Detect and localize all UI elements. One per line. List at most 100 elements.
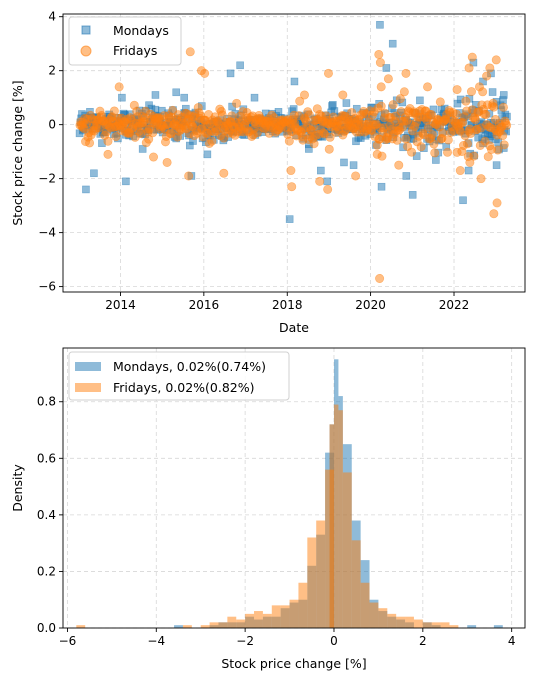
histogram-bar-fridays: [440, 622, 450, 628]
histogram-bar-fridays: [396, 616, 406, 628]
legend-patch-fridays: [75, 383, 101, 392]
scatter-point-fridays: [351, 171, 361, 181]
scatter-point-fridays: [114, 82, 124, 92]
histogram-ylabel: Density: [10, 464, 25, 512]
scatter-point-fridays: [148, 128, 158, 138]
scatter-xtick-label: 2018: [272, 298, 303, 312]
scatter-point-mondays: [122, 177, 130, 186]
scatter-point-fridays: [103, 136, 113, 146]
scatter-point-mondays: [285, 215, 294, 223]
histogram-xlabel: Stock price change [%]: [221, 656, 366, 671]
scatter-point-fridays: [394, 160, 404, 170]
scatter-points: [75, 20, 512, 284]
scatter-point-fridays: [392, 135, 402, 145]
scatter-point-mondays: [376, 20, 384, 29]
histogram-ytick-label: 0.6: [37, 451, 56, 465]
scatter-ticks: 2014 2016 2018 2020 2022 −6 −4 −2 0 2 4: [38, 10, 469, 312]
scatter-point-fridays: [309, 139, 319, 149]
scatter-point-mondays: [172, 88, 181, 97]
scatter-frame: [62, 13, 526, 293]
histogram-bar-fridays: [387, 613, 397, 628]
histogram-bar-fridays: [254, 611, 263, 628]
histogram-xtick-label: 4: [508, 634, 516, 648]
scatter-point-fridays: [395, 94, 405, 104]
scatter-point-mondays: [408, 191, 417, 199]
histogram-bar-fridays: [280, 605, 290, 628]
scatter-point-fridays: [435, 97, 445, 107]
scatter-point-fridays: [376, 82, 386, 92]
legend-label-mondays-hist: Mondays, 0.02%(0.74%): [113, 359, 266, 374]
histogram-bar-mondays: [174, 625, 183, 628]
histogram-bar-fridays: [329, 424, 334, 628]
scatter-point-fridays: [461, 96, 471, 106]
scatter-point-fridays: [162, 157, 172, 167]
scatter-xtick-label: 2016: [189, 298, 220, 312]
scatter-point-mondays: [290, 77, 299, 86]
scatter-point-fridays: [388, 100, 398, 110]
histogram-bar-fridays: [449, 625, 459, 628]
scatter-point-fridays: [462, 139, 472, 149]
histogram-bar-fridays: [431, 622, 441, 628]
scatter-point-fridays: [455, 166, 465, 176]
scatter-xlabel: Date: [279, 320, 309, 335]
scatter-point-fridays: [217, 110, 227, 120]
scatter-point-mondays: [90, 169, 98, 178]
scatter-point-fridays: [109, 106, 119, 116]
scatter-point-fridays: [443, 135, 453, 145]
legend-label-fridays: Fridays: [113, 43, 157, 58]
scatter-point-fridays: [466, 87, 476, 97]
histogram-bars: [76, 359, 503, 628]
scatter-point-mondays: [459, 196, 467, 205]
histogram-bar-fridays: [413, 619, 423, 628]
scatter-point-mondays: [416, 96, 424, 105]
scatter-ylabel: Stock price change [%]: [10, 80, 25, 225]
scatter-point-fridays: [374, 49, 384, 59]
scatter-point-fridays: [430, 148, 440, 158]
scatter-point-fridays: [304, 110, 314, 120]
histogram-bar-fridays: [200, 625, 210, 628]
histogram-bar-fridays: [422, 622, 432, 628]
scatter-point-mondays: [388, 39, 397, 48]
histogram-bar-fridays: [227, 616, 237, 628]
scatter-point-mondays: [340, 158, 348, 167]
scatter-point-fridays: [498, 131, 508, 141]
scatter-point-fridays: [375, 274, 385, 284]
scatter-point-mondays: [402, 172, 411, 180]
histogram-bar-fridays: [298, 582, 308, 628]
scatter-point-fridays: [478, 87, 488, 97]
scatter-point-fridays: [315, 176, 325, 186]
scatter-point-fridays: [401, 68, 411, 78]
scatter-point-mondays: [432, 156, 440, 164]
histogram-bar-fridays: [333, 404, 339, 628]
scatter-point-mondays: [226, 69, 235, 78]
scatter-point-fridays: [493, 145, 503, 155]
scatter-point-mondays: [180, 93, 189, 102]
histogram-bar-mondays: [493, 625, 503, 628]
scatter-point-fridays: [295, 96, 305, 106]
scatter-point-fridays: [325, 132, 335, 142]
scatter-point-mondays: [499, 91, 508, 99]
scatter-point-fridays: [407, 147, 417, 157]
scatter-point-fridays: [399, 87, 409, 97]
scatter-point-fridays: [443, 147, 453, 157]
scatter-ytick-label: 4: [48, 10, 56, 24]
histogram-bar-fridays: [209, 622, 219, 628]
histogram-xtick-label: 0: [330, 634, 338, 648]
scatter-xtick-label: 2022: [439, 298, 470, 312]
legend-marker-mondays: [81, 25, 91, 35]
histogram-bar-fridays: [271, 605, 281, 628]
scatter-point-fridays: [284, 136, 294, 146]
histogram-bar-fridays: [182, 625, 192, 628]
scatter-point-mondays: [82, 185, 90, 194]
histogram-xtick-label: −4: [147, 634, 165, 648]
scatter-point-mondays: [349, 161, 358, 169]
scatter-point-fridays: [401, 134, 411, 144]
scatter-point-fridays: [499, 140, 509, 150]
scatter-point-fridays: [476, 174, 486, 184]
histogram-ytick-label: 0.4: [37, 508, 56, 522]
histogram-bar-mondays: [467, 625, 477, 628]
scatter-point-fridays: [219, 168, 229, 178]
histogram-ticks: −6 −4 −2 0 2 4 0.0 0.2 0.4 0.6 0.8: [37, 395, 516, 648]
scatter-point-fridays: [429, 139, 439, 149]
histogram-bar-fridays: [307, 537, 317, 628]
